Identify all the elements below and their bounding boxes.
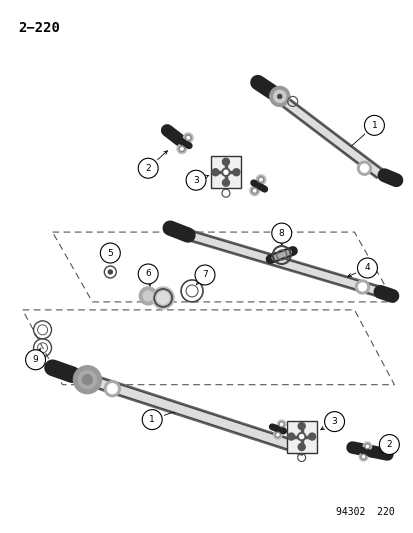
Circle shape <box>378 434 399 455</box>
Text: 3: 3 <box>331 417 337 426</box>
Text: 2: 2 <box>145 164 151 173</box>
Circle shape <box>297 433 305 441</box>
Circle shape <box>177 144 186 154</box>
Circle shape <box>187 136 189 139</box>
Circle shape <box>308 433 315 440</box>
Circle shape <box>233 169 239 176</box>
Text: 1: 1 <box>370 121 376 130</box>
Circle shape <box>364 444 369 449</box>
Circle shape <box>180 148 183 150</box>
Circle shape <box>139 287 157 305</box>
Circle shape <box>271 223 291 243</box>
Circle shape <box>273 91 285 102</box>
Circle shape <box>73 366 101 394</box>
Circle shape <box>78 371 96 389</box>
Circle shape <box>358 283 366 291</box>
FancyBboxPatch shape <box>211 156 240 188</box>
Circle shape <box>222 179 229 186</box>
Circle shape <box>277 94 281 99</box>
Circle shape <box>249 186 259 196</box>
Circle shape <box>362 442 370 450</box>
Circle shape <box>360 164 368 172</box>
Text: 5: 5 <box>107 248 113 257</box>
Circle shape <box>138 158 158 178</box>
Circle shape <box>100 243 120 263</box>
Circle shape <box>142 410 162 430</box>
Text: 94302  220: 94302 220 <box>335 507 394 518</box>
Circle shape <box>360 454 365 459</box>
Circle shape <box>358 453 367 461</box>
Circle shape <box>297 443 304 450</box>
Circle shape <box>143 291 153 301</box>
Text: 6: 6 <box>145 270 151 278</box>
Circle shape <box>107 384 117 394</box>
Circle shape <box>269 86 289 107</box>
Circle shape <box>82 375 92 385</box>
Text: 3: 3 <box>193 176 198 185</box>
Circle shape <box>79 372 95 388</box>
Text: 8: 8 <box>278 229 284 238</box>
Circle shape <box>195 265 214 285</box>
Circle shape <box>211 169 218 176</box>
Circle shape <box>357 161 370 175</box>
Circle shape <box>299 434 303 439</box>
Circle shape <box>363 116 384 135</box>
Circle shape <box>273 431 281 439</box>
Circle shape <box>366 445 368 447</box>
Text: 4: 4 <box>364 263 369 272</box>
Circle shape <box>221 168 229 176</box>
Circle shape <box>108 270 112 274</box>
Circle shape <box>26 350 45 370</box>
Circle shape <box>222 158 229 165</box>
Circle shape <box>183 133 192 143</box>
Circle shape <box>138 264 158 284</box>
Circle shape <box>277 420 285 429</box>
Circle shape <box>223 170 228 174</box>
Circle shape <box>324 411 344 432</box>
Circle shape <box>104 381 120 397</box>
FancyBboxPatch shape <box>286 421 316 453</box>
Circle shape <box>185 135 191 141</box>
Circle shape <box>185 170 206 190</box>
Circle shape <box>253 189 255 192</box>
Circle shape <box>178 146 184 152</box>
Circle shape <box>276 434 278 436</box>
Circle shape <box>157 292 169 304</box>
Text: 1: 1 <box>149 415 155 424</box>
Circle shape <box>84 377 90 383</box>
Circle shape <box>280 423 282 425</box>
Circle shape <box>278 422 283 427</box>
Text: 7: 7 <box>202 270 207 279</box>
Text: 2−220: 2−220 <box>19 21 60 35</box>
Circle shape <box>251 188 257 193</box>
Circle shape <box>152 287 174 309</box>
Text: 9: 9 <box>33 356 38 364</box>
Text: 2: 2 <box>386 440 391 449</box>
Circle shape <box>275 432 280 438</box>
Circle shape <box>355 280 368 294</box>
Circle shape <box>258 177 263 183</box>
Circle shape <box>256 175 265 184</box>
Circle shape <box>357 258 377 278</box>
Circle shape <box>287 433 294 440</box>
Circle shape <box>259 179 262 181</box>
Circle shape <box>297 423 304 430</box>
Circle shape <box>361 456 364 458</box>
